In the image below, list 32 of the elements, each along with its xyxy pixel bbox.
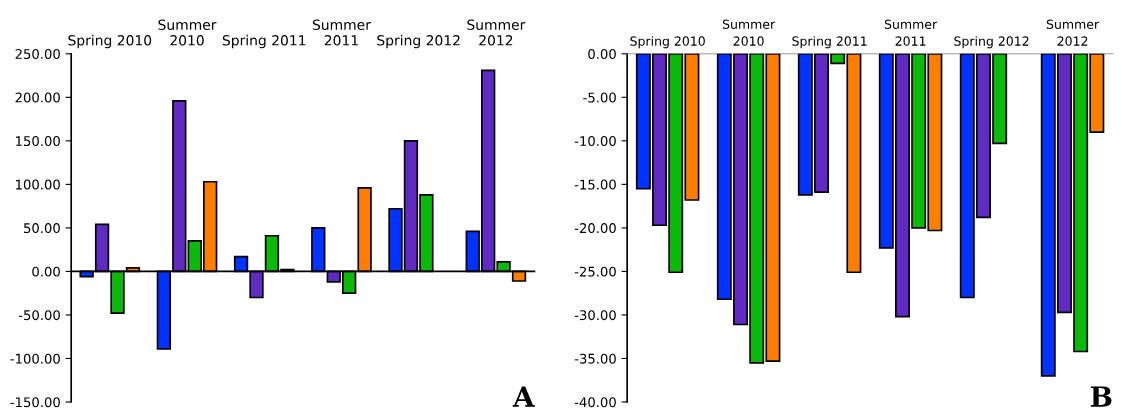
y-tick-label: 0.00 [588, 49, 616, 59]
y-tick-label: -25.00 [574, 266, 616, 277]
x-tick-label: Spring 2011 [222, 34, 306, 49]
y-tick-label: 150.00 [16, 136, 60, 147]
y-tick-label: 100.00 [16, 179, 60, 190]
x-tick-label: Summer 2012 [1046, 19, 1100, 46]
y-tick-label: -15.00 [574, 179, 616, 190]
y-tick-label: -10.00 [574, 136, 616, 147]
x-tick-label: Spring 2012 [954, 36, 1029, 49]
annotation: A [512, 386, 535, 407]
y-tick-label: -100.00 [10, 353, 60, 364]
y-tick-label: -150.00 [10, 397, 60, 408]
y-tick-label: -50.00 [18, 310, 60, 321]
y-tick-label: -40.00 [574, 397, 616, 408]
x-tick-label: Spring 2011 [792, 36, 867, 49]
y-tick-label: -20.00 [574, 223, 616, 234]
y-tick-label: -5.00 [583, 92, 616, 103]
annotation: B [1090, 386, 1112, 407]
x-tick-label: Spring 2012 [377, 34, 460, 49]
y-tick-label: 50.00 [24, 223, 60, 234]
x-tick-label: Summer 2012 [467, 19, 526, 46]
y-tick-label: -30.00 [574, 310, 616, 321]
x-tick-label: Summer 2011 [884, 19, 938, 46]
x-tick-label: Summer 2010 [722, 19, 776, 46]
y-tick-label: -35.00 [574, 353, 616, 364]
x-tick-label: Spring 2010 [68, 34, 152, 49]
x-tick-label: Summer 2010 [158, 19, 217, 46]
y-tick-label: 200.00 [15, 92, 60, 103]
y-tick-label: 0.00 [32, 266, 60, 277]
x-tick-label: Spring 2010 [630, 36, 705, 49]
x-tick-label: Summer 2011 [312, 19, 371, 46]
y-tick-label: 250.00 [15, 49, 60, 59]
